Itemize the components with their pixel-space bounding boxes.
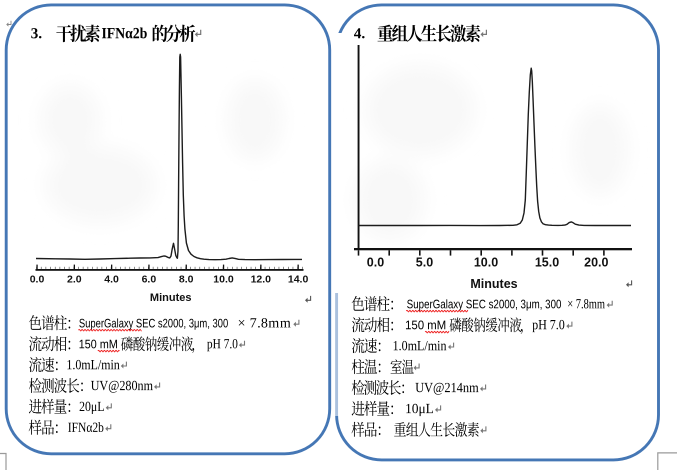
svg-text:2.0: 2.0 xyxy=(67,274,82,286)
svg-text:4.0: 4.0 xyxy=(104,274,119,286)
svg-text:12.0: 12.0 xyxy=(251,274,272,286)
svg-text:20.0: 20.0 xyxy=(584,256,608,270)
svg-text:14.0: 14.0 xyxy=(288,274,309,286)
svg-text:10.0: 10.0 xyxy=(213,274,234,286)
svg-text:Minutes: Minutes xyxy=(470,277,517,291)
svg-text:0.0: 0.0 xyxy=(30,274,45,286)
svg-text:0.0: 0.0 xyxy=(367,256,384,270)
svg-text:6.0: 6.0 xyxy=(142,274,157,286)
svg-text:10.0: 10.0 xyxy=(474,256,498,270)
svg-text:Minutes: Minutes xyxy=(150,292,192,304)
svg-text:8.0: 8.0 xyxy=(179,274,194,286)
svg-text:5.0: 5.0 xyxy=(416,256,433,270)
svg-text:15.0: 15.0 xyxy=(535,256,559,270)
